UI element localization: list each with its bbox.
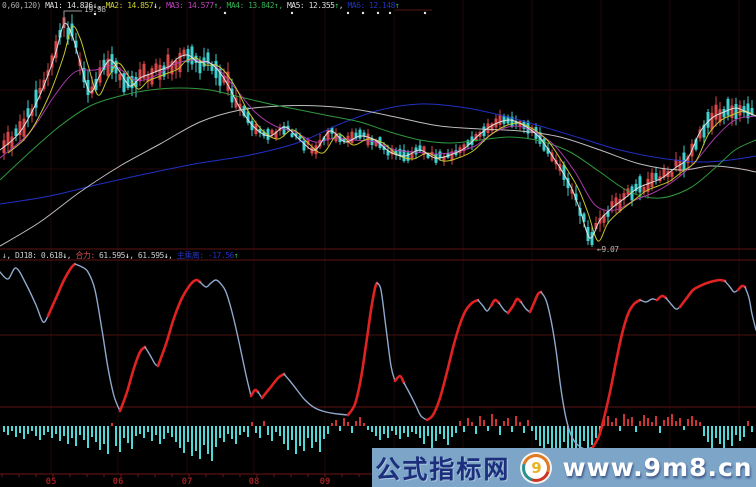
- indicator-value: ↑: [233, 251, 239, 260]
- indicator-value: ↓: [124, 251, 130, 260]
- ma-value: ,: [96, 1, 106, 10]
- annotation-pointers: [63, 9, 432, 28]
- indicator-value: 61.595: [137, 251, 164, 260]
- ma-values-header: 0,60,120) MA1: 14.836↓, MA2: 14.857↓, MA…: [2, 0, 400, 11]
- indicator-value: 合力:: [75, 251, 100, 260]
- coin-logo-glyph: 9: [525, 456, 548, 479]
- indicator-value: ↓,: [2, 251, 15, 260]
- ma-value: ↑: [394, 1, 400, 10]
- ma-value: ↓: [92, 1, 98, 10]
- ma-value: ,: [338, 1, 348, 10]
- oscillator-line: [0, 262, 756, 450]
- watermark-banner: 公式指标网 9 www.9m8.cn: [372, 448, 756, 487]
- indicator-value: ,: [168, 251, 177, 260]
- ma-value: ↓: [153, 1, 158, 10]
- ma-value: ,: [157, 1, 167, 10]
- indicator-value: ,: [66, 251, 76, 260]
- ma-value: MA6: 12.148: [347, 1, 395, 10]
- indicator-value: ↓: [62, 251, 67, 260]
- ma-value: MA3: 14.577: [166, 1, 214, 10]
- ma-lines: [0, 22, 756, 247]
- ma-value: ↑: [213, 1, 219, 10]
- ma-value: MA5: 12.355: [286, 1, 335, 10]
- indicator-value: 61.595: [99, 251, 125, 260]
- ma-value: MA4: 13.842: [226, 1, 275, 10]
- site-name-text: 公式指标网: [375, 454, 511, 484]
- indicator-value: ,: [129, 251, 138, 260]
- x-axis-year-labels: 05 06 07 08 09: [0, 477, 756, 487]
- low-price-label: ←9.07: [597, 245, 619, 254]
- indicator-value: DJ18: 0.618: [14, 251, 63, 260]
- coin-logo-icon: 9: [520, 451, 553, 484]
- ma-value: MA2: 14.857: [105, 1, 154, 10]
- year-label: 07: [181, 477, 193, 487]
- year-label: 06: [112, 477, 124, 487]
- indicator-value: 主乘离: -17.56: [176, 251, 235, 260]
- ma-value: ↑: [334, 1, 339, 10]
- site-url-text: www.9m8.cn: [562, 453, 753, 482]
- year-label: 09: [319, 477, 331, 487]
- ma-value: ,: [217, 1, 227, 10]
- volume-histogram: [3, 414, 753, 464]
- ma-value: 0,60,120): [2, 1, 46, 10]
- year-label: 05: [45, 477, 57, 487]
- ma-value: ,: [278, 1, 287, 10]
- high-price-label: 19.98: [84, 5, 106, 14]
- indicator-value: ↓: [163, 251, 169, 260]
- year-label: 08: [248, 477, 260, 487]
- dot-markers: [93, 11, 427, 16]
- indicator-values-header: ↓, DJ18: 0.618↓, 合力: 61.595↓, 61.595↓, 主…: [2, 250, 239, 261]
- candles: [2, 13, 754, 247]
- ma-value: MA1: 14.836: [45, 1, 93, 10]
- ma-value: ↑: [274, 1, 279, 10]
